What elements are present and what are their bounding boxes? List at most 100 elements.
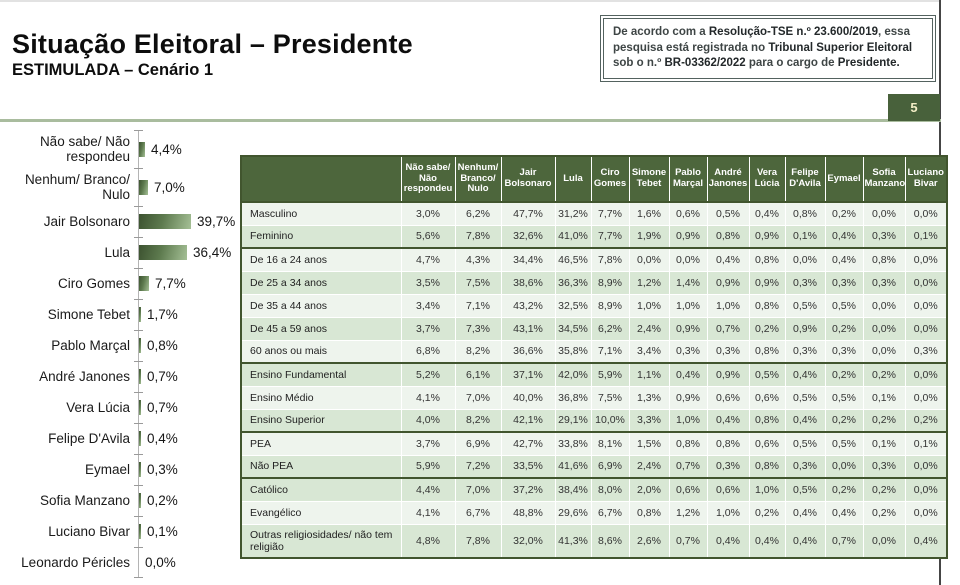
- chart-row: Simone Tebet 1,7%: [8, 299, 238, 330]
- row-label: Ensino Fundamental: [240, 362, 402, 387]
- table-row: Ensino Médio 4,1% 7,0% 40,0% 36,8% 7,5% 1,3% 0,…: [240, 385, 948, 410]
- table-cell: 5,9%: [590, 362, 630, 387]
- table-cell: 37,1%: [500, 362, 556, 387]
- row-label: Ensino Superior: [240, 408, 402, 433]
- bar: [139, 462, 141, 477]
- table-cell: 7,7%: [590, 201, 630, 226]
- table-cell: 0,8%: [706, 431, 750, 456]
- table-cell: 0,5%: [824, 431, 864, 456]
- table-cell: 0,2%: [862, 500, 906, 525]
- table-cell: 36,8%: [554, 385, 592, 410]
- table-cell: 0,0%: [904, 500, 948, 525]
- table-cell: 0,3%: [706, 339, 750, 364]
- column-header: Simone Tebet: [628, 155, 670, 203]
- table-cell: 0,3%: [784, 339, 826, 364]
- bar: [139, 400, 141, 415]
- table-cell: 0,9%: [706, 362, 750, 387]
- table-cell: 0,0%: [904, 247, 948, 272]
- column-header: Vera Lúcia: [748, 155, 786, 203]
- table-cell: 34,5%: [554, 316, 592, 341]
- chart-row: Luciano Bivar 0,1%: [8, 516, 238, 547]
- table-cell: 0,2%: [824, 316, 864, 341]
- table-cell: 0,2%: [824, 408, 864, 433]
- row-label: Masculino: [240, 201, 402, 226]
- table-cell: 0,0%: [862, 293, 906, 318]
- chart-category-label: Não sabe/ Não respondeu: [39, 133, 130, 164]
- table-cell: 3,7%: [400, 316, 456, 341]
- table-cell: 4,1%: [400, 385, 456, 410]
- registration-note-strong: Presidente.: [837, 57, 900, 70]
- chart-category-label: André Janones: [39, 368, 130, 384]
- row-label: Feminino: [240, 224, 402, 249]
- table-cell: 0,0%: [862, 523, 906, 559]
- chart-category-label: Felipe D'Avila: [48, 430, 130, 446]
- table-cell: 0,0%: [628, 247, 670, 272]
- registration-note-strong: Tribunal Superior Eleitoral: [768, 41, 913, 54]
- table-cell: 0,4%: [824, 247, 864, 272]
- table-cell: 6,9%: [454, 431, 502, 456]
- table-cell: 36,3%: [554, 270, 592, 295]
- table-cell: 4,4%: [400, 477, 456, 502]
- table-cell: 0,9%: [668, 385, 708, 410]
- bar: [139, 214, 191, 229]
- table-cell: 5,6%: [400, 224, 456, 249]
- registration-note-strong: BR-03362/2022: [664, 57, 746, 70]
- table-row: Masculino 3,0% 6,2% 47,7% 31,2% 7,7% 1,6% 0,6% 0…: [240, 201, 948, 226]
- chart-category-label: Vera Lúcia: [66, 399, 130, 415]
- table-row: Ensino Fundamental 5,2% 6,1% 37,1% 42,0% 5,9%…: [240, 362, 948, 387]
- table-cell: 2,0%: [628, 477, 670, 502]
- table-row: Feminino 5,6% 7,8% 32,6% 41,0% 7,7% 1,9% 0,9% 0,…: [240, 224, 948, 249]
- row-label: PEA: [240, 431, 402, 456]
- table-cell: 0,4%: [706, 247, 750, 272]
- table-cell: 0,0%: [904, 454, 948, 479]
- table-cell: 0,4%: [706, 523, 750, 559]
- table-row: 60 anos ou mais 6,8% 8,2% 36,6% 35,8% 7,1% 3,4…: [240, 339, 948, 364]
- header-divider-line: [0, 119, 941, 122]
- table-cell: 6,2%: [590, 316, 630, 341]
- table-cell: 0,9%: [668, 224, 708, 249]
- registration-note-text: para o cargo de: [745, 57, 838, 70]
- table-cell: 0,9%: [668, 316, 708, 341]
- chart-row: Lula 36,4%: [8, 237, 238, 268]
- chart-row: Sofia Manzano 0,2%: [8, 485, 238, 516]
- table-cell: 0,4%: [784, 408, 826, 433]
- chart-bar-track: 7,0%: [138, 168, 238, 206]
- page-number: 5: [910, 100, 918, 115]
- table-cell: 42,0%: [554, 362, 592, 387]
- chart-row: Pablo Marçal 0,8%: [8, 330, 238, 361]
- table-cell: 1,0%: [706, 500, 750, 525]
- table-cell: 0,5%: [784, 431, 826, 456]
- table-cell: 2,4%: [628, 454, 670, 479]
- table-cell: 0,3%: [862, 270, 906, 295]
- table-cell: 7,1%: [590, 339, 630, 364]
- table-row: De 45 a 59 anos 3,7% 7,3% 43,1% 34,5% 6,2% 2,4…: [240, 316, 948, 341]
- table-cell: 0,7%: [706, 316, 750, 341]
- chart-row: Leonardo Péricles 0,0%: [8, 547, 238, 578]
- table-cell: 0,0%: [904, 270, 948, 295]
- chart-bar-track: 1,7%: [138, 299, 238, 330]
- table-cell: 0,8%: [748, 408, 786, 433]
- bar-value-label: 0,0%: [145, 555, 176, 570]
- table-cell: 0,4%: [824, 224, 864, 249]
- table-cell: 0,8%: [748, 293, 786, 318]
- table-cell: 1,1%: [628, 362, 670, 387]
- chart-bar-track: 7,7%: [138, 268, 238, 299]
- chart-bar-track: 0,4%: [138, 423, 238, 454]
- table-row: PEA 3,7% 6,9% 42,7% 33,8% 8,1% 1,5% 0,8% 0,8% 0,6…: [240, 431, 948, 456]
- bar-value-label: 39,7%: [197, 214, 236, 229]
- table-cell: 1,0%: [706, 293, 750, 318]
- table-cell: 0,9%: [784, 316, 826, 341]
- table-cell: 0,6%: [706, 385, 750, 410]
- table-cell: 1,0%: [748, 477, 786, 502]
- column-header: Nenhum/ Branco/ Nulo: [454, 155, 502, 203]
- bar-value-label: 0,7%: [147, 369, 178, 384]
- row-label: De 35 a 44 anos: [240, 293, 402, 318]
- table-cell: 0,2%: [862, 408, 906, 433]
- table-cell: 7,8%: [454, 224, 502, 249]
- crosstab-container: Não sabe/ Não respondeu Nenhum/ Branco/ N…: [240, 155, 948, 559]
- row-label: De 16 a 24 anos: [240, 247, 402, 272]
- table-cell: 0,5%: [824, 385, 864, 410]
- chart-category-label: Leonardo Péricles: [21, 554, 130, 570]
- table-cell: 31,2%: [554, 201, 592, 226]
- chart-bar-track: 0,7%: [138, 392, 238, 423]
